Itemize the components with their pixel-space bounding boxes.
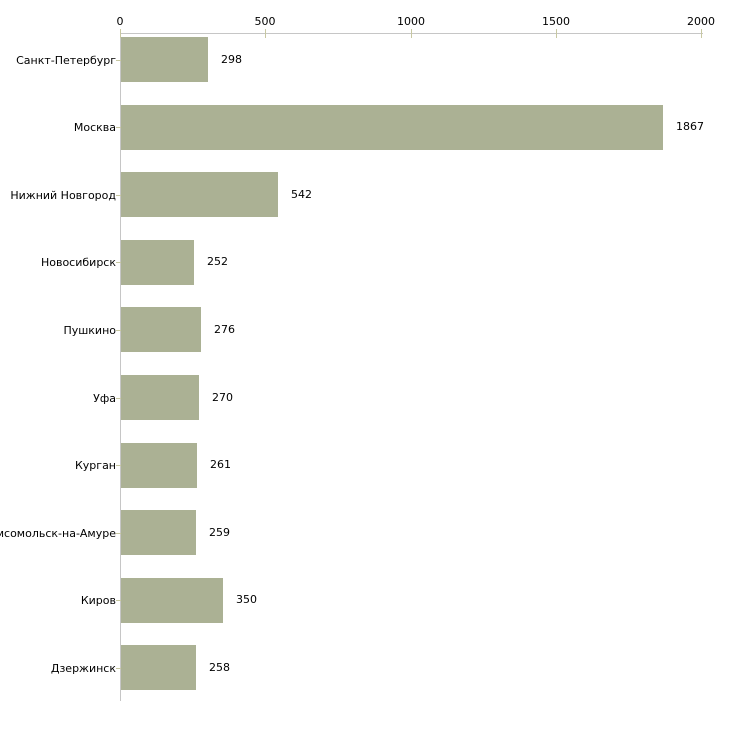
y-tick-mark bbox=[116, 600, 125, 601]
category-label: Уфа bbox=[0, 390, 116, 406]
y-tick-mark bbox=[116, 262, 125, 263]
category-label-text: Пушкино bbox=[63, 323, 116, 337]
x-tick-mark bbox=[120, 29, 121, 38]
category-label-text: Санкт-Петербург bbox=[16, 53, 116, 67]
x-tick-label: 1000 bbox=[397, 15, 425, 28]
category-label: Санкт-Петербург bbox=[0, 52, 116, 68]
value-label: 258 bbox=[209, 661, 230, 674]
value-label: 259 bbox=[209, 526, 230, 539]
value-label: 298 bbox=[221, 53, 242, 66]
y-tick-mark bbox=[116, 533, 125, 534]
value-label: 1867 bbox=[676, 120, 704, 133]
y-tick-mark bbox=[116, 195, 125, 196]
bar bbox=[121, 105, 663, 150]
y-tick-mark bbox=[116, 330, 125, 331]
bar bbox=[121, 240, 194, 285]
category-label-text: Москва bbox=[73, 120, 116, 134]
y-tick-mark bbox=[116, 398, 125, 399]
y-tick-mark bbox=[116, 465, 125, 466]
category-label-text: Комсомольск-на-Амуре bbox=[0, 526, 116, 540]
category-label: Комсомольск-на-Амуре bbox=[0, 525, 116, 541]
x-tick-mark bbox=[411, 29, 412, 38]
bar bbox=[121, 443, 197, 488]
value-label: 276 bbox=[214, 323, 235, 336]
bar bbox=[121, 37, 208, 82]
category-label-text: Нижний Новгород bbox=[10, 188, 116, 202]
category-label: Москва bbox=[0, 119, 116, 135]
category-label-text: Киров bbox=[80, 593, 116, 607]
category-label-text: Курган bbox=[74, 458, 116, 472]
category-label: Дзержинск bbox=[0, 660, 116, 676]
category-label: Новосибирск bbox=[0, 254, 116, 270]
y-tick-mark bbox=[116, 127, 125, 128]
y-tick-mark bbox=[116, 668, 125, 669]
value-label: 252 bbox=[207, 255, 228, 268]
x-tick-label: 0 bbox=[116, 15, 124, 28]
x-tick-label: 2000 bbox=[687, 15, 715, 28]
category-label-text: Уфа bbox=[93, 391, 116, 405]
y-tick-mark bbox=[116, 60, 125, 61]
y-axis-line bbox=[120, 33, 121, 701]
value-label: 350 bbox=[236, 593, 257, 606]
x-tick-label: 1500 bbox=[542, 15, 570, 28]
category-label-text: Новосибирск bbox=[40, 255, 116, 269]
x-tick-mark bbox=[556, 29, 557, 38]
category-label: Пушкино bbox=[0, 322, 116, 338]
value-label: 270 bbox=[212, 391, 233, 404]
category-label: Курган bbox=[0, 457, 116, 473]
x-tick-label: 500 bbox=[254, 15, 276, 28]
bar bbox=[121, 645, 196, 690]
x-tick-mark bbox=[701, 29, 702, 38]
category-label: Киров bbox=[0, 592, 116, 608]
bar bbox=[121, 578, 223, 623]
value-label: 261 bbox=[210, 458, 231, 471]
bar bbox=[121, 375, 199, 420]
bar bbox=[121, 510, 196, 555]
value-label: 542 bbox=[291, 188, 312, 201]
category-label-text: Дзержинск bbox=[50, 661, 116, 675]
category-label: Нижний Новгород bbox=[0, 187, 116, 203]
x-tick-mark bbox=[265, 29, 266, 38]
bar bbox=[121, 307, 201, 352]
bar bbox=[121, 172, 278, 217]
